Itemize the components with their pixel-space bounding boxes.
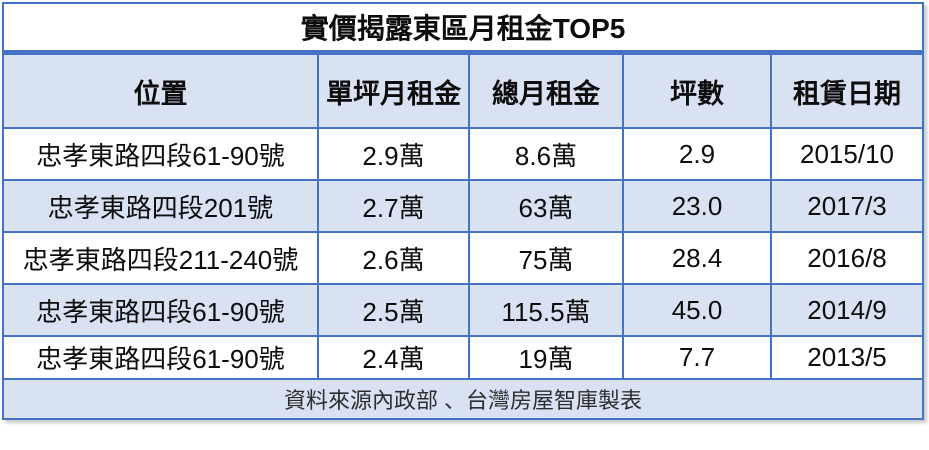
rent-top5-table: 實價揭露東區月租金TOP5 位置 單坪月租金 總月租金 坪數 租賃日期 忠孝東路… bbox=[1, 2, 925, 420]
column-header-lease-date: 租賃日期 bbox=[769, 51, 925, 129]
cell-total-rent: 75萬 bbox=[468, 231, 624, 285]
cell-lease-date: 2013/5 bbox=[769, 335, 925, 380]
cell-ping-count: 28.4 bbox=[622, 231, 772, 285]
cell-lease-date: 2015/10 bbox=[769, 127, 925, 181]
table-header-row: 位置 單坪月租金 總月租金 坪數 租賃日期 bbox=[2, 51, 925, 129]
table-title: 實價揭露東區月租金TOP5 bbox=[1, 2, 925, 55]
table-row: 忠孝東路四段61-90號 2.4萬 19萬 7.7 2013/5 bbox=[2, 335, 925, 380]
table-footer-row: 資料來源內政部 、台灣房屋智庫製表 bbox=[1, 378, 925, 420]
cell-lease-date: 2017/3 bbox=[769, 179, 925, 233]
cell-rent-per-ping: 2.4萬 bbox=[317, 335, 470, 380]
table-row: 忠孝東路四段201號 2.7萬 63萬 23.0 2017/3 bbox=[2, 179, 925, 233]
cell-rent-per-ping: 2.7萬 bbox=[317, 179, 470, 233]
cell-total-rent: 115.5萬 bbox=[468, 283, 624, 337]
table-row: 忠孝東路四段61-90號 2.5萬 115.5萬 45.0 2014/9 bbox=[2, 283, 925, 337]
cell-rent-per-ping: 2.5萬 bbox=[317, 283, 470, 337]
cell-location: 忠孝東路四段211-240號 bbox=[2, 231, 319, 285]
cell-lease-date: 2014/9 bbox=[769, 283, 925, 337]
cell-ping-count: 45.0 bbox=[622, 283, 772, 337]
cell-total-rent: 8.6萬 bbox=[468, 127, 624, 181]
table-row: 忠孝東路四段61-90號 2.9萬 8.6萬 2.9 2015/10 bbox=[2, 127, 925, 181]
data-source-note: 資料來源內政部 、台灣房屋智庫製表 bbox=[1, 378, 925, 420]
cell-location: 忠孝東路四段61-90號 bbox=[2, 335, 319, 380]
cell-location: 忠孝東路四段61-90號 bbox=[2, 127, 319, 181]
cell-location: 忠孝東路四段201號 bbox=[2, 179, 319, 233]
column-header-rent-per-ping: 單坪月租金 bbox=[317, 51, 470, 129]
cell-total-rent: 19萬 bbox=[468, 335, 624, 380]
column-header-location: 位置 bbox=[2, 51, 319, 129]
column-header-ping-count: 坪數 bbox=[622, 51, 772, 129]
cell-ping-count: 7.7 bbox=[622, 335, 772, 380]
cell-lease-date: 2016/8 bbox=[769, 231, 925, 285]
cell-rent-per-ping: 2.6萬 bbox=[317, 231, 470, 285]
column-header-total-rent: 總月租金 bbox=[468, 51, 624, 129]
cell-ping-count: 23.0 bbox=[622, 179, 772, 233]
cell-ping-count: 2.9 bbox=[622, 127, 772, 181]
cell-location: 忠孝東路四段61-90號 bbox=[2, 283, 319, 337]
table-row: 忠孝東路四段211-240號 2.6萬 75萬 28.4 2016/8 bbox=[2, 231, 925, 285]
table-title-row: 實價揭露東區月租金TOP5 bbox=[1, 2, 925, 55]
cell-rent-per-ping: 2.9萬 bbox=[317, 127, 470, 181]
cell-total-rent: 63萬 bbox=[468, 179, 624, 233]
